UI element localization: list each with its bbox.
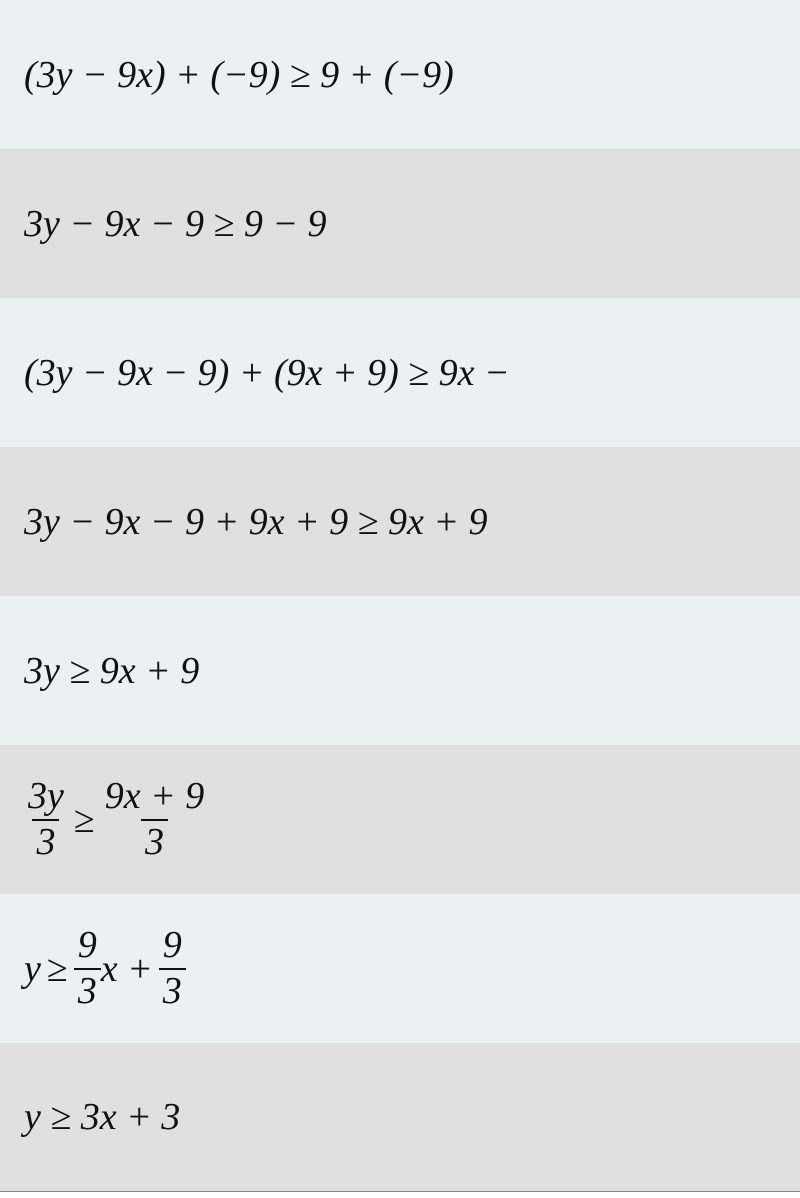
fraction: 9 3 (159, 926, 186, 1012)
math-expression: y ≥ 3x + 3 (24, 1095, 180, 1139)
fraction-denominator: 3 (74, 968, 101, 1012)
step-row: y ≥ 9 3 x + 9 3 (0, 894, 800, 1043)
fraction: 3y 3 (24, 777, 68, 863)
fraction-numerator: 9 (74, 926, 101, 968)
math-expression: 3y ≥ 9x + 9 (24, 649, 199, 693)
fraction-numerator: 3y (24, 777, 68, 819)
step-row: y ≥ 3x + 3 (0, 1043, 800, 1192)
fraction: 9x + 9 3 (101, 777, 209, 863)
math-expression: 3y − 9x − 9 + 9x + 9 ≥ 9x + 9 (24, 500, 488, 544)
step-row: (3y − 9x) + (−9) ≥ 9 + (−9) (0, 0, 800, 149)
fraction-numerator: 9 (159, 926, 186, 968)
fraction-denominator: 3 (159, 968, 186, 1012)
math-steps-container: (3y − 9x) + (−9) ≥ 9 + (−9) 3y − 9x − 9 … (0, 0, 800, 1192)
fraction-denominator: 3 (32, 819, 59, 863)
lhs: y (24, 947, 41, 991)
math-expression: 3y − 9x − 9 ≥ 9 − 9 (24, 202, 327, 246)
fraction-denominator: 3 (141, 819, 168, 863)
operator-ge: ≥ (41, 947, 74, 991)
step-row: 3y ≥ 9x + 9 (0, 596, 800, 745)
step-row: 3y − 9x − 9 ≥ 9 − 9 (0, 149, 800, 298)
step-row: 3y 3 ≥ 9x + 9 3 (0, 745, 800, 894)
operator-ge: ≥ (68, 798, 101, 842)
math-expression: (3y − 9x − 9) + (9x + 9) ≥ 9x − (24, 351, 510, 395)
step-row: 3y − 9x − 9 + 9x + 9 ≥ 9x + 9 (0, 447, 800, 596)
step-row: (3y − 9x − 9) + (9x + 9) ≥ 9x − (0, 298, 800, 447)
math-expression: (3y − 9x) + (−9) ≥ 9 + (−9) (24, 53, 454, 97)
fraction: 9 3 (74, 926, 101, 1012)
fraction-numerator: 9x + 9 (101, 777, 209, 819)
mid-text: x + (101, 947, 153, 991)
